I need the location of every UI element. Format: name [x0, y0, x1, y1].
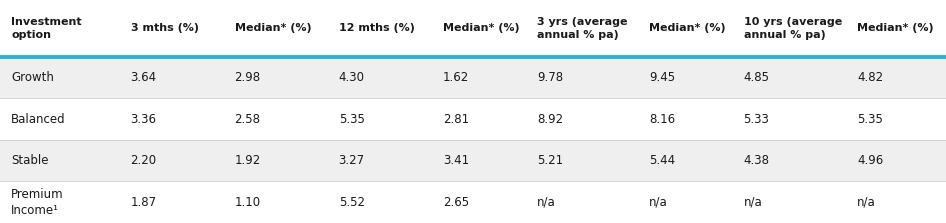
Text: Growth: Growth	[11, 71, 54, 84]
Text: n/a: n/a	[537, 196, 556, 209]
Bar	[0, 0, 946, 57]
Text: 1.62: 1.62	[443, 71, 469, 84]
Text: 4.38: 4.38	[744, 154, 769, 167]
Text: 2.58: 2.58	[235, 113, 260, 126]
Text: 9.45: 9.45	[649, 71, 675, 84]
Bar	[0, 182, 946, 223]
Text: 2.98: 2.98	[235, 71, 261, 84]
Text: 10 yrs (average
annual % pa): 10 yrs (average annual % pa)	[744, 17, 842, 40]
Text: 1.87: 1.87	[131, 196, 157, 209]
Text: 4.85: 4.85	[744, 71, 769, 84]
Text: 5.33: 5.33	[744, 113, 769, 126]
Text: 3.41: 3.41	[443, 154, 469, 167]
Text: 4.30: 4.30	[339, 71, 364, 84]
Text: 1.92: 1.92	[235, 154, 261, 167]
Text: n/a: n/a	[857, 196, 876, 209]
Text: 3.27: 3.27	[339, 154, 365, 167]
Text: 5.35: 5.35	[339, 113, 364, 126]
Text: 3 mths (%): 3 mths (%)	[131, 23, 199, 33]
Text: 4.82: 4.82	[857, 71, 884, 84]
Text: 2.20: 2.20	[131, 154, 157, 167]
Bar	[0, 98, 946, 140]
Text: 8.16: 8.16	[649, 113, 675, 126]
Text: Median* (%): Median* (%)	[649, 23, 726, 33]
Text: 9.78: 9.78	[537, 71, 564, 84]
Text: 2.81: 2.81	[443, 113, 469, 126]
Text: 8.92: 8.92	[537, 113, 564, 126]
Text: 3.64: 3.64	[131, 71, 157, 84]
Text: Median* (%): Median* (%)	[443, 23, 519, 33]
Text: 5.35: 5.35	[857, 113, 883, 126]
Text: Premium
Income¹: Premium Income¹	[11, 188, 64, 217]
Text: 2.65: 2.65	[443, 196, 469, 209]
Text: Balanced: Balanced	[11, 113, 66, 126]
Bar	[0, 57, 946, 98]
Text: 5.44: 5.44	[649, 154, 675, 167]
Bar	[0, 140, 946, 182]
Text: Median* (%): Median* (%)	[235, 23, 311, 33]
Text: Stable: Stable	[11, 154, 49, 167]
Text: Median* (%): Median* (%)	[857, 23, 934, 33]
Text: Investment
option: Investment option	[11, 17, 82, 40]
Text: 3 yrs (average
annual % pa): 3 yrs (average annual % pa)	[537, 17, 628, 40]
Text: 4.96: 4.96	[857, 154, 884, 167]
Text: 1.10: 1.10	[235, 196, 261, 209]
Text: 5.21: 5.21	[537, 154, 564, 167]
Text: 3.36: 3.36	[131, 113, 156, 126]
Text: n/a: n/a	[649, 196, 668, 209]
Text: 12 mths (%): 12 mths (%)	[339, 23, 414, 33]
Text: n/a: n/a	[744, 196, 762, 209]
Text: 5.52: 5.52	[339, 196, 364, 209]
